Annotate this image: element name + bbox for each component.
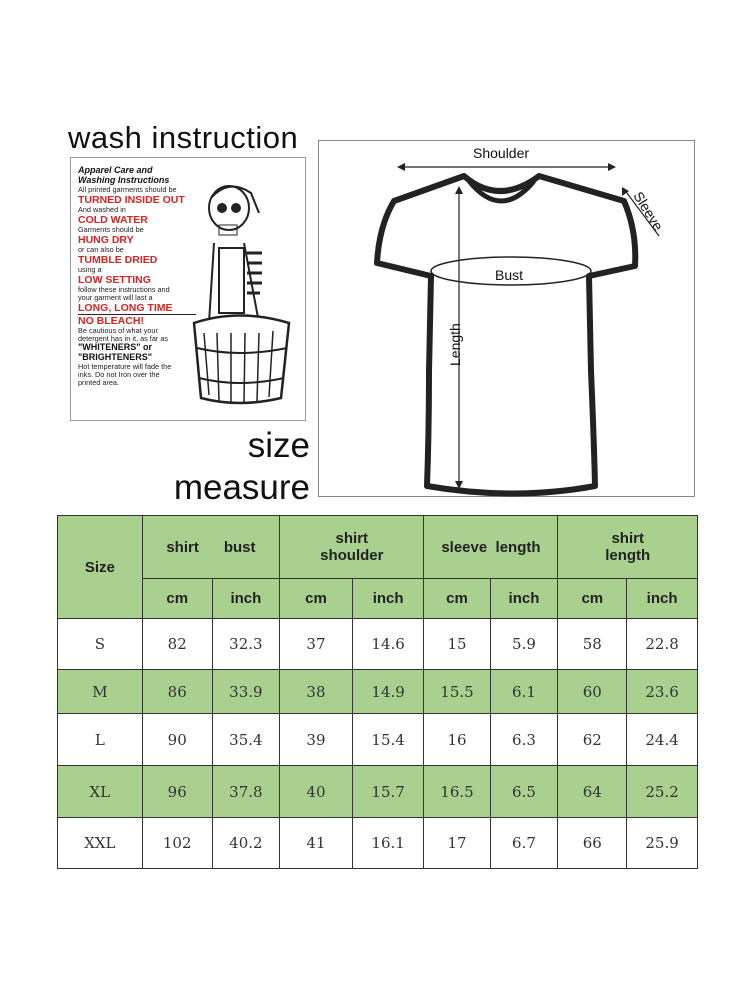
table-row: M 86 33.9 38 14.9 15.5 6.1 60 23.6 [57, 669, 698, 714]
length-label: Length [447, 323, 463, 366]
care-line: TUMBLE DRIED [78, 254, 158, 267]
value-cell: 40.2 [211, 817, 281, 869]
care-line: or can also be [78, 245, 124, 255]
care-text: Apparel Care and Washing Instructions Al… [78, 165, 196, 388]
care-line: "BRIGHTENERS" [78, 352, 153, 363]
value-cell: 102 [141, 817, 213, 869]
care-line: Hot temperature will fade the [78, 362, 172, 372]
care-line: LONG, LONG TIME [78, 302, 196, 316]
care-line: follow these instructions and [78, 285, 170, 295]
value-cell: 15.7 [351, 765, 425, 818]
unit-header: cm [423, 578, 491, 619]
value-cell: 6.1 [489, 669, 559, 714]
care-line: inks. Do not Iron over the [78, 370, 160, 380]
table-row: L 90 35.4 39 15.4 16 6.3 62 24.4 [57, 713, 698, 766]
value-cell: 14.6 [351, 618, 425, 670]
value-cell: 33.9 [211, 669, 281, 714]
value-cell: 96 [141, 765, 213, 818]
value-cell: 15.4 [351, 713, 425, 766]
value-cell: 38 [279, 669, 353, 714]
value-cell: 37 [279, 618, 353, 670]
care-title: Apparel Care and [78, 165, 153, 175]
care-instructions-card: Apparel Care and Washing Instructions Al… [70, 157, 306, 421]
value-cell: 58 [557, 618, 628, 670]
unit-header: inch [211, 578, 281, 619]
group-header: shirt bust [141, 515, 281, 579]
care-line: And washed in [78, 204, 126, 214]
value-cell: 25.2 [626, 765, 698, 818]
value-cell: 6.5 [489, 765, 559, 818]
size-measure-line: measure [173, 468, 310, 507]
wash-instruction-title: wash instruction [68, 120, 299, 155]
size-cell: L [57, 713, 143, 766]
table-row: S 82 32.3 37 14.6 15 5.9 58 22.8 [57, 618, 698, 670]
value-cell: 6.7 [489, 817, 559, 869]
value-cell: 90 [141, 713, 213, 766]
value-cell: 14.9 [351, 669, 425, 714]
value-cell: 15 [423, 618, 491, 670]
size-cell: XL [57, 765, 143, 818]
tshirt-measurement-diagram: Shoulder Sleeve Bust Length [318, 140, 695, 497]
group-header: shirt length [557, 515, 698, 579]
unit-header: cm [279, 578, 353, 619]
tshirt-outline-icon [374, 163, 660, 497]
value-cell: 25.9 [626, 817, 698, 869]
value-cell: 16 [423, 713, 491, 766]
value-cell: 6.3 [489, 713, 559, 766]
care-line: HUNG DRY [78, 233, 134, 246]
unit-header: inch [626, 578, 698, 619]
value-cell: 16.1 [351, 817, 425, 869]
value-cell: 64 [557, 765, 628, 818]
value-cell: 32.3 [211, 618, 281, 670]
value-cell: 86 [141, 669, 213, 714]
value-cell: 17 [423, 817, 491, 869]
size-measure-line: size [247, 426, 310, 465]
care-line: NO BLEACH! [78, 315, 144, 328]
care-line: using a [78, 265, 102, 275]
value-cell: 40 [279, 765, 353, 818]
care-line: Be cautious of what your [78, 326, 158, 336]
care-line: TURNED INSIDE OUT [78, 193, 185, 206]
value-cell: 39 [279, 713, 353, 766]
group-header: shirt shoulder [279, 515, 425, 579]
value-cell: 62 [557, 713, 628, 766]
value-cell: 23.6 [626, 669, 698, 714]
value-cell: 5.9 [489, 618, 559, 670]
care-line: printed area. [78, 378, 119, 388]
care-title: Washing Instructions [78, 174, 170, 185]
skeleton-washing-illustration [192, 185, 291, 405]
bust-label: Bust [495, 267, 524, 283]
value-cell: 82 [141, 618, 213, 670]
value-cell: 35.4 [211, 713, 281, 766]
table-row: XL 96 37.8 40 15.7 16.5 6.5 64 25.2 [57, 765, 698, 818]
unit-header: inch [489, 578, 559, 619]
group-header: sleeve length [423, 515, 559, 579]
value-cell: 24.4 [626, 713, 698, 766]
size-chart-table: Size shirt bust shirt shoulder sleeve le… [57, 515, 698, 869]
value-cell: 22.8 [626, 618, 698, 670]
table-row: XXL 102 40.2 41 16.1 17 6.7 66 25.9 [57, 817, 698, 869]
care-line: detergent has in it, as far as [78, 334, 169, 344]
care-line: All printed garments should be [78, 184, 177, 194]
size-cell: S [57, 618, 143, 670]
shoulder-label: Shoulder [473, 145, 530, 161]
unit-header: cm [141, 578, 213, 619]
care-line: LOW SETTING [78, 274, 151, 287]
unit-header: cm [557, 578, 628, 619]
size-measure-title: size measure [160, 425, 310, 509]
size-cell: M [57, 669, 143, 714]
size-cell: XXL [57, 817, 143, 869]
care-line: Garments should be [78, 224, 144, 234]
value-cell: 41 [279, 817, 353, 869]
value-cell: 15.5 [423, 669, 491, 714]
care-line: your garment will last a [78, 293, 153, 303]
value-cell: 37.8 [211, 765, 281, 818]
value-cell: 60 [557, 669, 628, 714]
size-header: Size [57, 515, 143, 619]
value-cell: 16.5 [423, 765, 491, 818]
value-cell: 66 [557, 817, 628, 869]
unit-header: inch [351, 578, 425, 619]
care-line: "WHITENERS" or [78, 342, 153, 353]
care-line: COLD WATER [78, 213, 148, 226]
